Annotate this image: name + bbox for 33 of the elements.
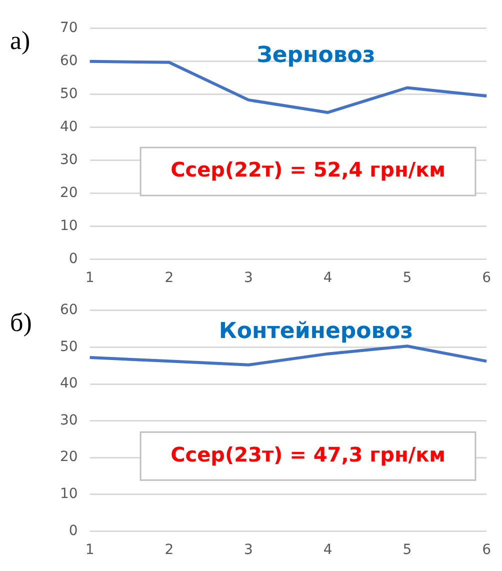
y-tick-label: 20 [60, 184, 78, 201]
y-tick-label: 30 [60, 412, 78, 428]
y-tick-label: 20 [60, 449, 78, 466]
x-tick-label: 4 [323, 542, 332, 558]
x-tick-label: 5 [402, 542, 412, 558]
x-tick-label: 4 [323, 270, 332, 286]
x-tick-label: 1 [85, 542, 94, 558]
y-tick-label: 0 [68, 522, 78, 539]
x-tick-label: 6 [482, 542, 492, 558]
text: Зерновоз [256, 43, 376, 68]
x-tick-label: 3 [244, 542, 253, 558]
chart-title: Контейнеровоз [218, 319, 414, 344]
y-tick-label: 50 [60, 338, 78, 355]
y-tick-label: 0 [68, 250, 78, 267]
y-tick-label: 70 [60, 20, 78, 36]
x-tick-label: 2 [164, 542, 174, 558]
y-tick-label: 10 [60, 486, 78, 502]
annotation: Cсер(23т) = 47,3 грн/км [170, 442, 446, 466]
y-tick-label: 10 [60, 218, 78, 234]
y-tick-label: 40 [60, 376, 78, 392]
x-tick-label: 1 [85, 270, 94, 286]
y-tick-label: 30 [60, 152, 78, 168]
y-tick-label: 50 [60, 86, 78, 102]
x-tick-label: 6 [482, 270, 492, 286]
annotation: Cсер(22т) = 52,4 грн/км [170, 158, 446, 182]
y-tick-label: 60 [60, 53, 78, 70]
text: а) [10, 26, 30, 56]
x-tick-label: 5 [402, 270, 412, 286]
text: б) [10, 308, 32, 338]
x-tick-label: 2 [164, 270, 174, 286]
y-tick-label: 60 [60, 302, 78, 318]
y-tick-label: 40 [60, 118, 78, 135]
x-tick-label: 3 [244, 270, 253, 286]
